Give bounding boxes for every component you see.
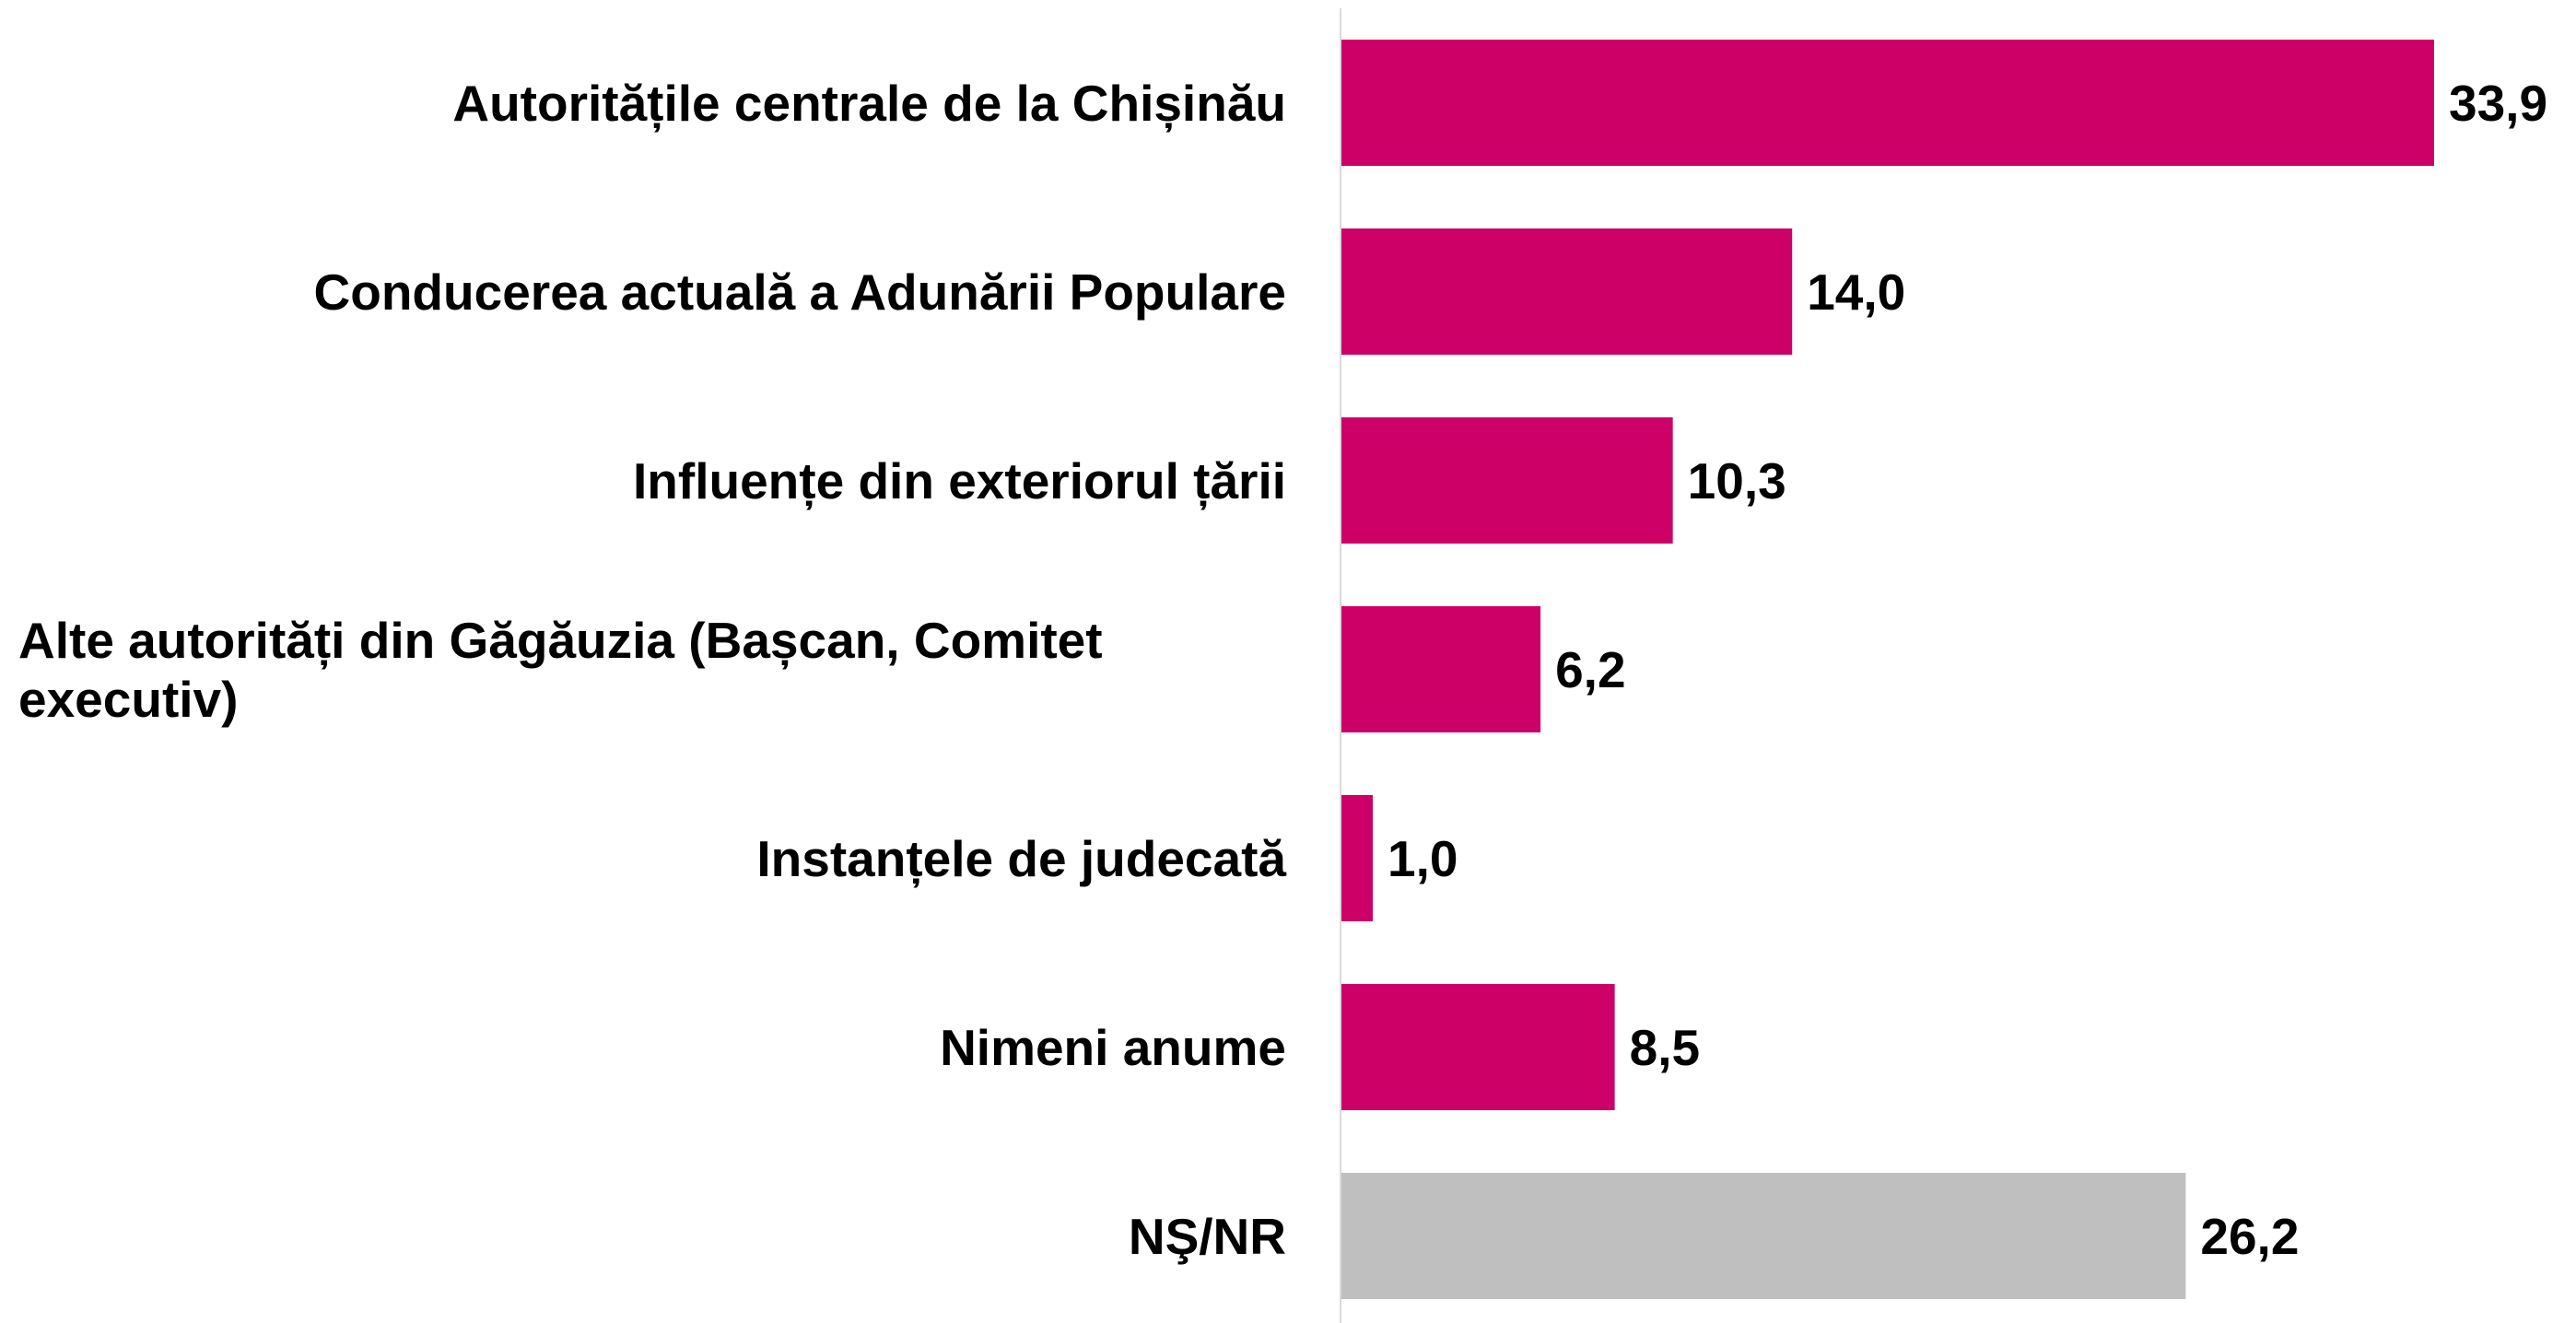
value-label: 6,2: [1555, 640, 1626, 698]
bar: [1341, 795, 1374, 921]
value-label: 33,9: [2449, 74, 2548, 132]
bar: [1341, 1173, 2186, 1299]
category-label: Conducerea actuală a Adunării Populare: [18, 228, 1286, 355]
category-text: Autoritățile centrale de la Chișinău: [452, 74, 1286, 132]
category-text: NŞ/NR: [1128, 1207, 1286, 1265]
value-label: 26,2: [2200, 1207, 2300, 1265]
value-label: 1,0: [1388, 829, 1458, 887]
bar: [1341, 228, 1793, 355]
category-text: Conducerea actuală a Adunării Populare: [313, 263, 1286, 321]
category-label: Autoritățile centrale de la Chișinău: [18, 40, 1286, 166]
category-text: Alte autorități din Găgăuzia (Bașcan, Co…: [18, 611, 1103, 728]
value-label: 10,3: [1687, 451, 1786, 509]
category-label: Nimeni anume: [18, 984, 1286, 1110]
bar: [1341, 417, 1673, 544]
value-label: 14,0: [1807, 263, 1906, 321]
category-label: Alte autorități din Găgăuzia (Bașcan, Co…: [18, 606, 1286, 732]
category-text: Influențe din exteriorul țării: [633, 451, 1286, 509]
bar: [1341, 984, 1615, 1110]
category-label: Instanțele de judecată: [18, 795, 1286, 921]
category-label: NŞ/NR: [18, 1173, 1286, 1299]
bar: [1341, 40, 2434, 166]
category-label: Influențe din exteriorul țării: [18, 417, 1286, 544]
value-label: 8,5: [1629, 1018, 1701, 1076]
bar: [1341, 606, 1541, 732]
category-text: Instanțele de judecată: [756, 829, 1286, 887]
category-text: Nimeni anume: [940, 1018, 1286, 1076]
